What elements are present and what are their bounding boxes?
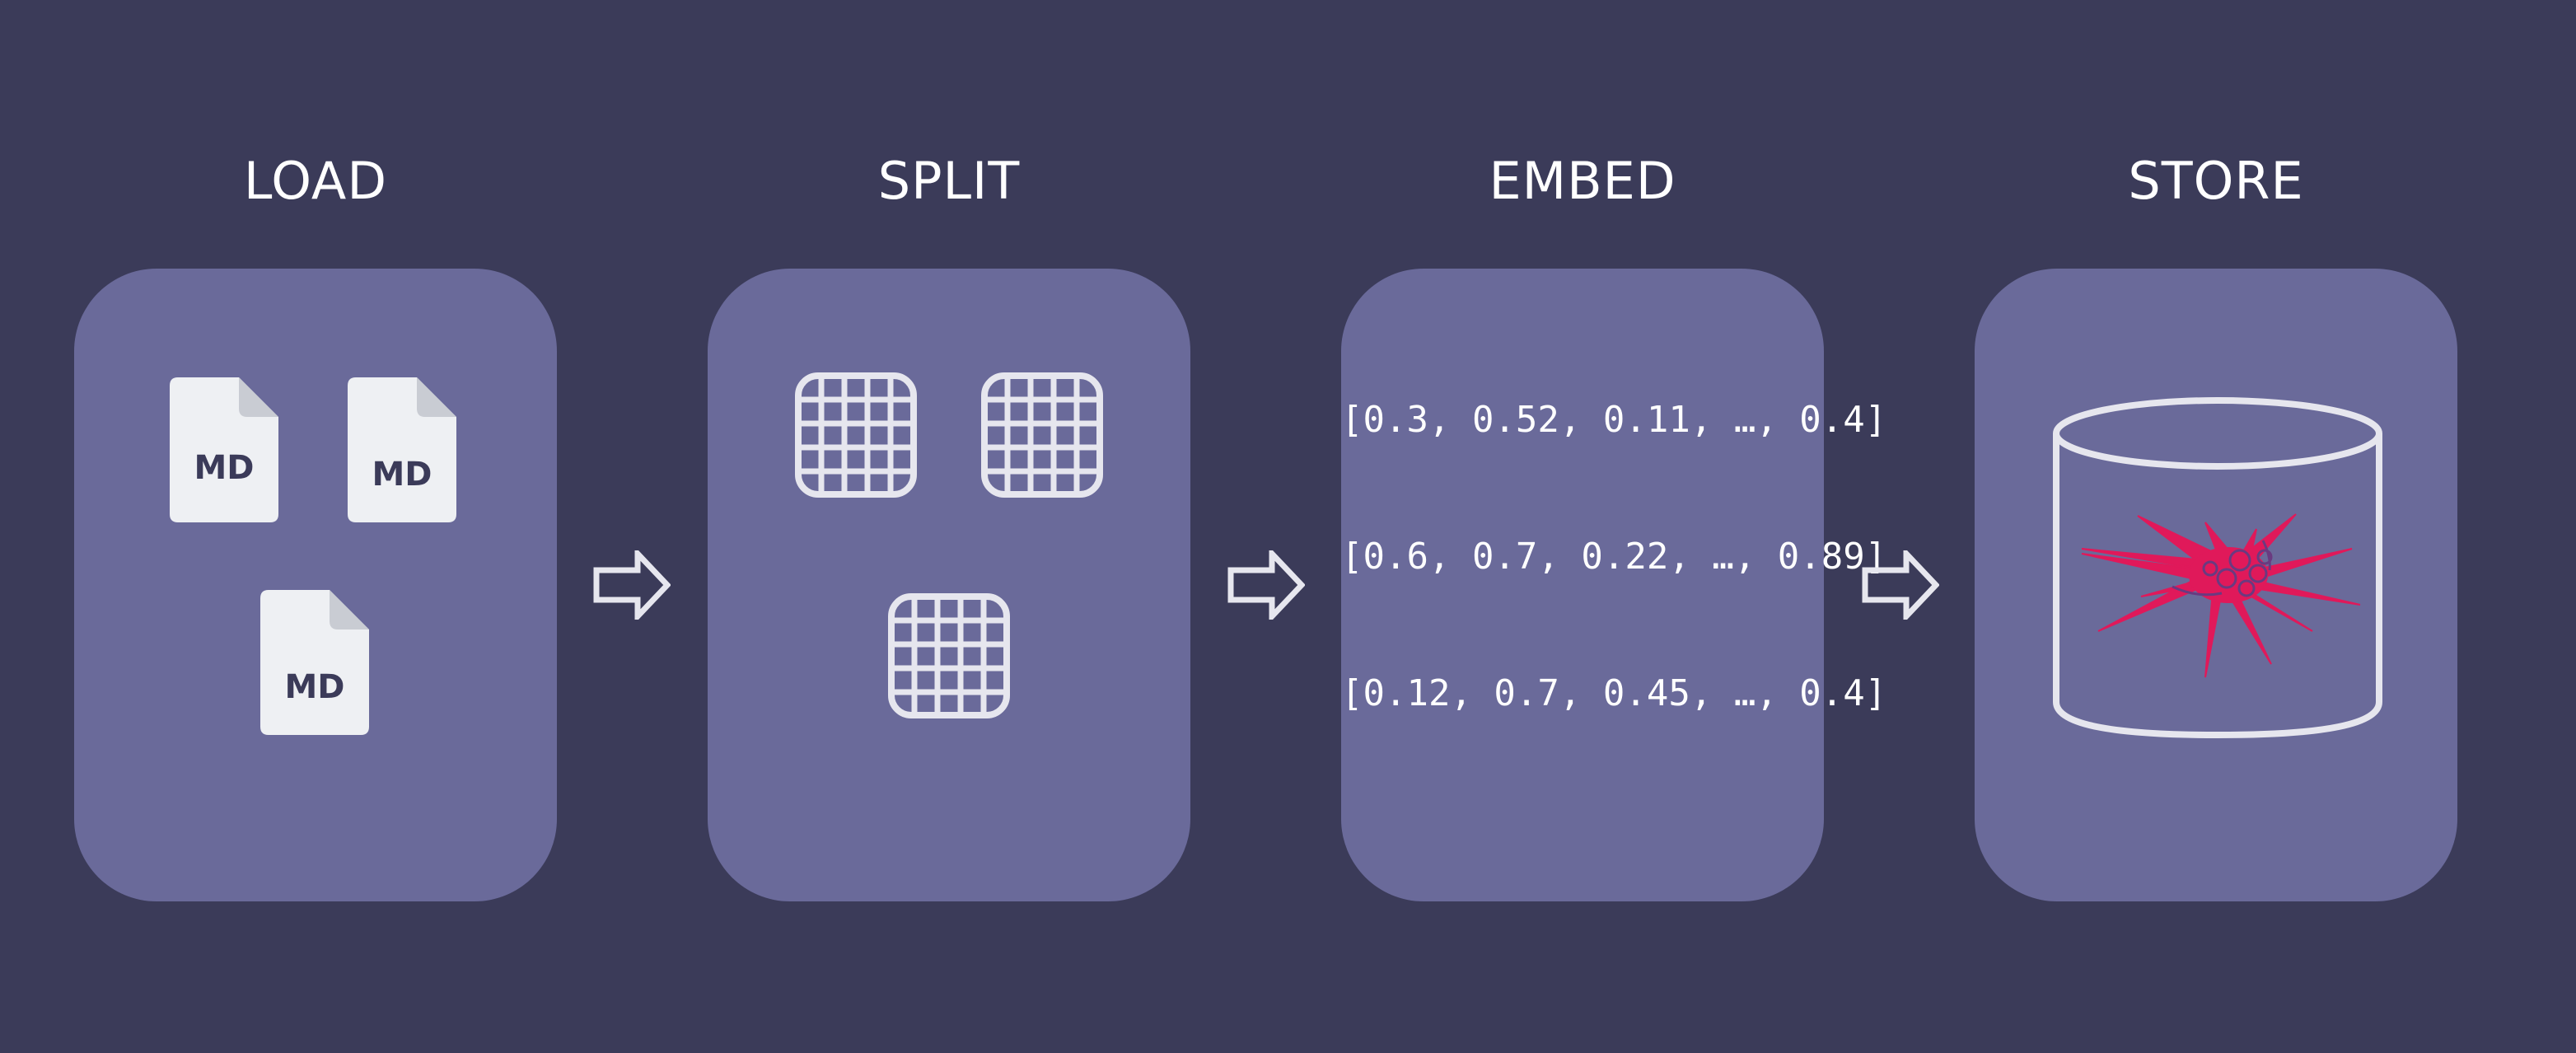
embedding-vector: [0.3, 0.52, 0.11, …, 0.4] — [1341, 399, 1887, 441]
document-label: MD — [372, 456, 432, 494]
arrow-right-icon — [593, 550, 671, 620]
load-panel: MD MD MD — [74, 269, 557, 901]
split-panel — [708, 269, 1190, 901]
markdown-file-icon: MD — [260, 590, 369, 735]
grid-chunk-icon — [888, 593, 1010, 718]
vector-network-icon — [2081, 513, 2361, 678]
vector-database-icon — [2049, 392, 2387, 746]
embedding-vector: [0.12, 0.7, 0.45, …, 0.4] — [1341, 672, 1887, 714]
embedding-vector: [0.6, 0.7, 0.22, …, 0.89] — [1341, 536, 1887, 578]
document-label: MD — [284, 668, 345, 706]
stage-title-load: LOAD — [243, 151, 388, 211]
stage-title-split: SPLIT — [877, 151, 1021, 211]
grid-chunk-icon — [795, 372, 917, 498]
stage-title-embed: EMBED — [1489, 151, 1676, 211]
grid-chunk-icon — [981, 372, 1103, 498]
document-label: MD — [194, 449, 255, 487]
arrow-right-icon — [1862, 550, 1939, 620]
store-panel — [1975, 269, 2457, 901]
markdown-file-icon: MD — [348, 377, 456, 522]
markdown-file-icon: MD — [170, 377, 278, 522]
arrow-right-icon — [1227, 550, 1305, 620]
stage-title-store: STORE — [2128, 151, 2304, 211]
embed-panel: [0.3, 0.52, 0.11, …, 0.4] [0.6, 0.7, 0.2… — [1341, 269, 1887, 901]
